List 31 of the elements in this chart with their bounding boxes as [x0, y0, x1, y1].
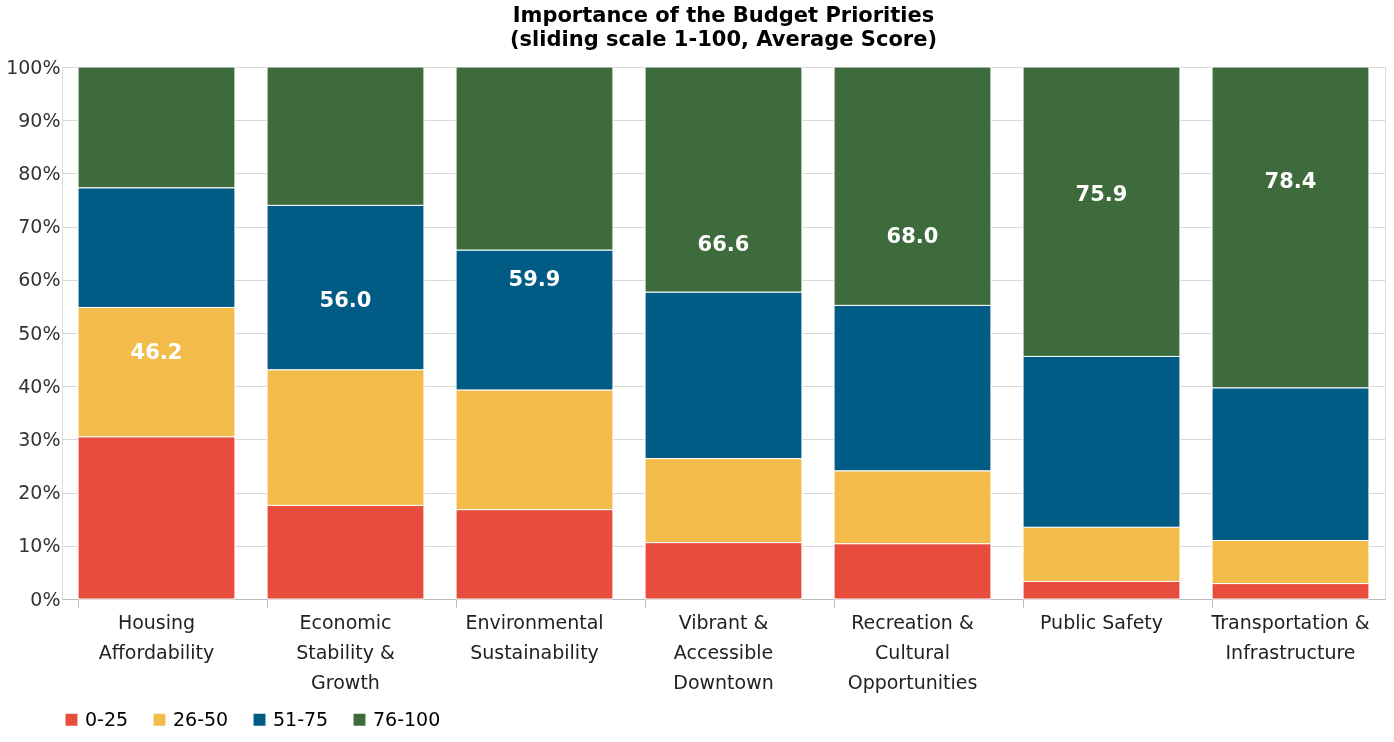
x-tick-label: Public Safety	[1039, 610, 1164, 633]
y-tick-label: 60%	[18, 268, 61, 291]
annotation: 66.6	[697, 231, 750, 256]
x-tick-label: Housing Affordability	[98, 610, 215, 663]
chart-title: Importance of the Budget Priorities	[512, 3, 935, 27]
x-tick-label: Transportation & Infrastructure	[1210, 610, 1370, 663]
legend-label: 76-100	[373, 707, 441, 730]
y-tick-label: 10%	[18, 534, 61, 557]
y-tick-label: 20%	[18, 481, 61, 504]
annotation: 75.9	[1075, 182, 1128, 207]
annotation: 56.0	[319, 288, 372, 313]
y-tick-label: 90%	[18, 108, 61, 131]
annotation: 59.9	[508, 267, 561, 292]
x-tick-label: Vibrant & Accessible Downtown	[673, 610, 774, 693]
annotation: 68.0	[886, 224, 939, 249]
y-tick-label: 40%	[18, 374, 61, 397]
x-tick-label: Environmental Sustainability	[465, 610, 604, 663]
legend-label: 51-75	[273, 707, 329, 730]
x-tick-label: Economic Stability & Growth	[296, 610, 395, 693]
y-tick-label: 70%	[18, 215, 61, 238]
y-tick-label: 100%	[6, 55, 61, 78]
annotation: 46.2	[130, 340, 183, 365]
legend-label: 0-25	[85, 707, 129, 730]
y-tick-label: 0%	[30, 587, 61, 610]
x-tick-label: Recreation & Cultural Opportunities	[847, 610, 978, 693]
y-tick-label: 30%	[18, 427, 61, 450]
annotation: 78.4	[1264, 168, 1317, 193]
y-tick-label: 80%	[18, 161, 61, 184]
chart-subtitle: (sliding scale 1-100, Average Score)	[509, 27, 938, 51]
y-tick-label: 50%	[18, 321, 61, 344]
legend-label: 26-50	[173, 707, 229, 730]
